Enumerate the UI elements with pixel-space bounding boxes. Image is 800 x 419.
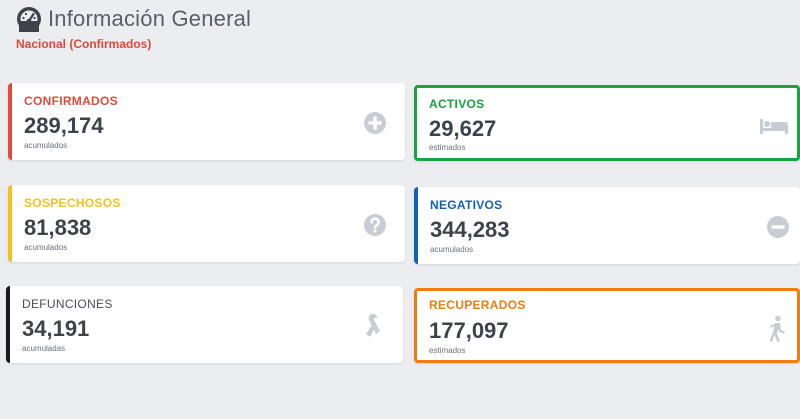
card-recuperados: RECUPERADOS 177,097 estimados	[414, 288, 800, 363]
card-label: RECUPERADOS	[429, 298, 526, 312]
card-label: CONFIRMADOS	[24, 94, 118, 108]
title-row: Información General	[16, 6, 251, 32]
card-confirmados: CONFIRMADOS 289,174 acumulados	[8, 83, 405, 160]
plus-circle-icon	[364, 112, 386, 134]
card-value: 177,097	[429, 318, 509, 343]
card-value: 34,191	[22, 316, 90, 341]
card-sospechosos: SOSPECHOSOS 81,838 acumulados	[8, 185, 405, 262]
bed-icon	[760, 119, 788, 134]
page-header: Información General Nacional (Confirmado…	[16, 6, 251, 51]
page-subtitle: Nacional (Confirmados)	[16, 37, 152, 51]
card-activos: ACTIVOS 29,627 estimados	[414, 85, 800, 161]
card-defunciones: DEFUNCIONES 34,191 acumuladas	[6, 286, 403, 363]
card-note: estimados	[429, 143, 466, 152]
minus-circle-icon	[767, 216, 789, 238]
page-title: Información General	[48, 6, 252, 31]
card-value: 344,283	[430, 217, 510, 242]
card-label: NEGATIVOS	[430, 198, 503, 212]
walking-person-icon	[769, 315, 785, 342]
card-value: 289,174	[24, 113, 104, 138]
question-circle-icon	[364, 214, 386, 236]
card-note: acumulados	[24, 141, 68, 150]
card-note: acumuladas	[22, 344, 66, 353]
card-note: estimados	[429, 346, 466, 355]
speedometer-icon	[17, 7, 41, 32]
card-note: acumulados	[24, 243, 68, 252]
card-label: DEFUNCIONES	[22, 297, 113, 311]
card-value: 29,627	[429, 116, 497, 141]
card-label: ACTIVOS	[429, 97, 485, 111]
card-note: acumulados	[430, 245, 474, 254]
card-negativos: NEGATIVOS 344,283 acumulados	[414, 187, 800, 264]
ribbon-icon	[366, 314, 380, 337]
card-value: 81,838	[24, 215, 92, 240]
card-label: SOSPECHOSOS	[24, 196, 121, 210]
